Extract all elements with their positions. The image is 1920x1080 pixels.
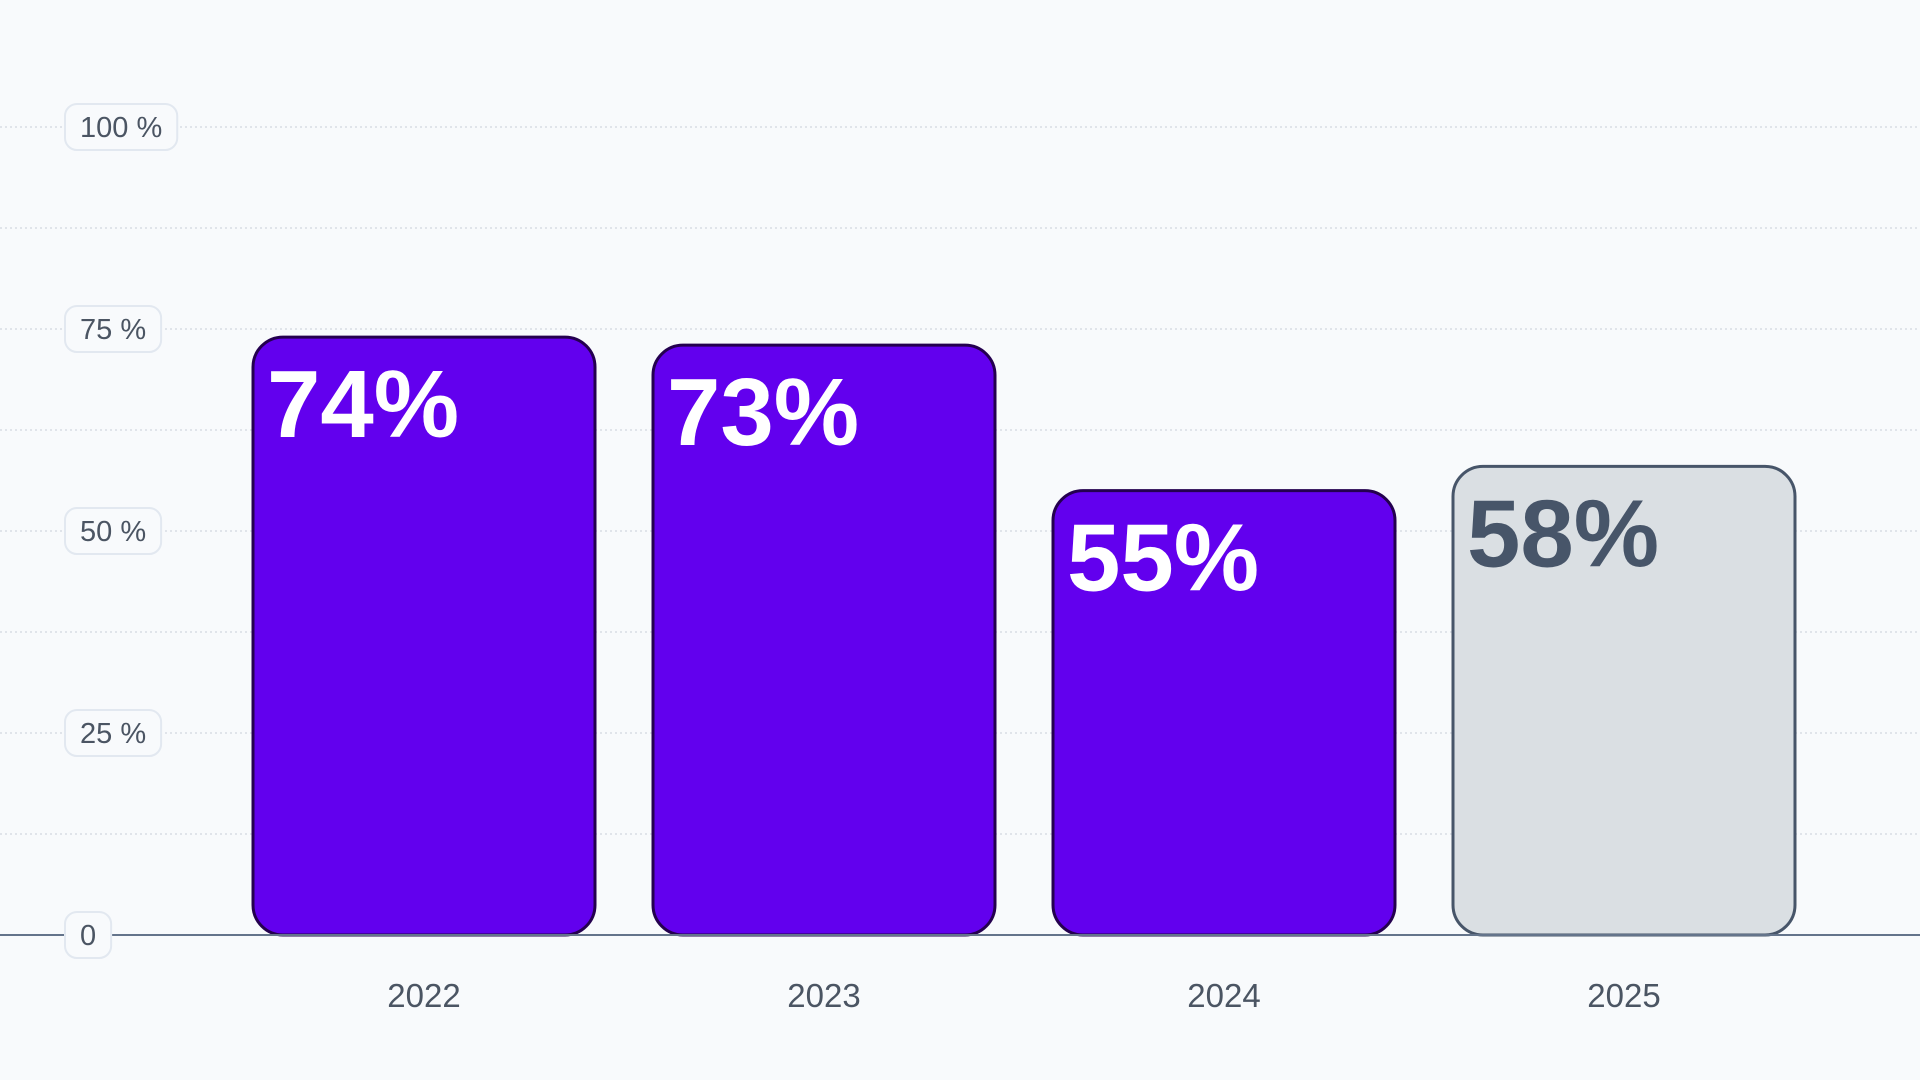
y-tick-pill xyxy=(64,709,163,757)
x-tick-label: 2024 xyxy=(1187,977,1260,1014)
bars: 74% 73% 55% 58% xyxy=(251,335,1797,937)
bar-value-label: 74% xyxy=(267,351,459,458)
x-tick-label: 2022 xyxy=(387,977,460,1014)
y-tick-pill xyxy=(64,103,179,151)
bar-value-label: 55% xyxy=(1067,505,1259,612)
y-tick: 25 % xyxy=(64,709,163,757)
x-tick-label: 2023 xyxy=(787,977,860,1014)
y-tick: 0 xyxy=(64,911,113,959)
y-tick-label: 0 xyxy=(80,920,96,952)
bar-value-label: 58% xyxy=(1467,480,1659,587)
y-tick-pill xyxy=(64,305,163,353)
y-tick: 100 % xyxy=(64,103,179,151)
y-tick-label: 75 % xyxy=(80,314,146,346)
x-tick-label: 2025 xyxy=(1587,977,1660,1014)
y-tick: 75 % xyxy=(64,305,163,353)
y-tick-label: 100 % xyxy=(80,112,162,144)
y-tick-label: 25 % xyxy=(80,718,146,750)
y-tick-pill xyxy=(64,507,163,555)
y-tick-pill xyxy=(64,911,113,959)
x-axis-ticks: 2022 2023 2024 2025 xyxy=(387,977,1660,1014)
y-tick: 50 % xyxy=(64,507,163,555)
y-tick-label: 50 % xyxy=(80,516,146,548)
bar-value-label: 73% xyxy=(667,359,859,466)
y-axis-ticks: 0 25 % 50 % 75 % 100 % xyxy=(64,103,179,959)
